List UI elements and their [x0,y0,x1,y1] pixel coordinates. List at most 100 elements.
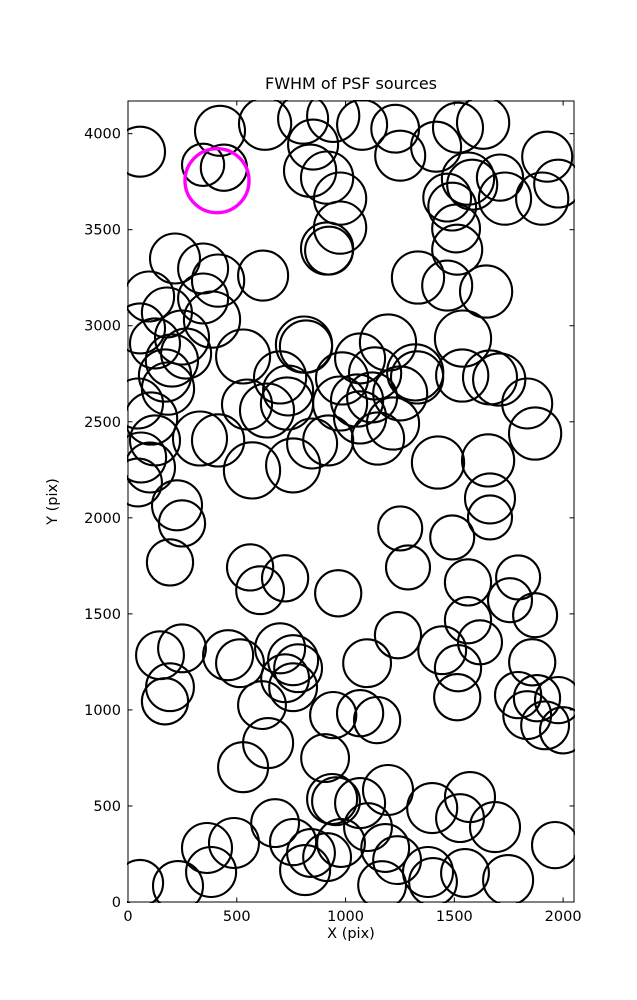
psf-source-circle [309,690,358,740]
psf-source-circle [268,662,319,713]
x-axis-label: X (pix) [327,926,375,942]
psf-source-circle [508,638,557,687]
psf-source-circle [460,433,516,488]
psf-source-circle [512,592,559,639]
psf-source-circle [502,690,553,741]
psf-source-circle [262,364,315,417]
psf-source-circle [431,203,482,254]
psf-source-circle [377,505,424,552]
highlighted-psf-circle [183,146,251,215]
psf-source-circle [177,272,230,325]
psf-source-circle [252,350,308,405]
psf-source-circle [127,431,168,484]
psf-source-circle [538,706,575,755]
psf-source-circle [302,414,355,467]
psf-source-circle [421,259,474,312]
psf-source-circle [238,382,296,439]
psf-source-circle [350,411,406,466]
plot-title: FWHM of PSF sources [265,74,437,93]
psf-source-circle [300,733,351,784]
psf-source-circle [207,816,261,870]
psf-source-circle [533,158,575,209]
psf-source-circle [408,857,458,903]
psf-source-circle [427,181,478,232]
psf-source-circle [406,782,459,835]
x-tick-label: 2000 [545,909,582,925]
psf-source-circle [501,377,554,430]
psf-source-circle [431,101,485,154]
psf-source-circle [254,622,307,675]
psf-source-circle [433,673,482,722]
axes-spines [127,100,575,903]
psf-source-circle [440,848,490,898]
psf-source-circle [458,264,514,319]
x-tick-label: 1000 [327,909,364,925]
psf-source-circle [215,328,272,385]
psf-source-circle [311,776,361,827]
psf-source-circle [429,514,476,561]
psf-source-circle [250,798,301,849]
psf-source-circle [127,125,167,178]
psf-source-circle [260,554,310,603]
psf-source-circle [237,680,287,731]
psf-source-circle [127,457,163,508]
psf-source-circle [372,835,423,886]
psf-source-circle [180,142,226,187]
psf-source-circle [153,309,211,366]
psf-source-circle [193,104,247,157]
x-tick-label: 1500 [436,909,473,925]
axes-layer: 0 500 1000 1500 2000 0 500 1000 1500 2000 2500 3000… [84,100,582,925]
psf-source-circle [482,854,535,903]
psf-source-circle [202,629,255,682]
psf-source-circle [360,823,411,873]
psf-source-circle [343,802,393,853]
psf-source-circle [127,391,179,446]
psf-source-circle [299,150,355,205]
psf-source-circle [512,674,562,723]
psf-source-circle [433,644,483,693]
psf-source-circle [235,565,286,616]
psf-source-circle [422,172,473,223]
y-tick-label: 500 [93,799,121,815]
psf-source-circle [312,375,369,432]
psf-source-circle [372,365,429,422]
psf-source-circle [468,801,522,854]
psf-source-circle [347,346,403,401]
psf-source-circle [306,100,361,143]
x-tick-label: 0 [123,909,132,925]
psf-source-circle [279,844,332,897]
psf-source-circle [329,373,385,428]
psf-source-circle [334,332,387,385]
psf-source-circle [384,544,432,591]
psf-source-circle [389,350,445,405]
psf-source-circle [533,675,575,725]
psf-source-circle [357,860,408,903]
psf-source-circle [150,479,204,532]
psf-source-circle [304,225,354,276]
psf-source-circle [374,129,427,182]
psf-circles-layer [127,100,575,903]
psf-source-circle [352,695,402,745]
psf-source-circle [222,441,282,500]
psf-source-circle [127,377,165,430]
y-tick-label: 2000 [84,511,121,527]
psf-source-circle [520,700,571,751]
psf-source-circle [148,232,202,285]
psf-source-circle [127,441,177,494]
psf-source-circle [237,249,290,302]
psf-source-circle [495,554,542,601]
psf-source-circle [127,302,167,355]
psf-source-circle [160,327,213,380]
psf-source-circle [140,361,196,416]
psf-source-circle [410,435,466,490]
psf-source-circle [373,611,423,660]
psf-source-circle [171,410,229,467]
psf-source-circle [286,417,339,470]
psf-source-circle [302,832,353,883]
y-tick-label: 3000 [84,319,121,335]
psf-source-circle [127,858,165,903]
psf-source-circle [277,100,330,145]
psf-source-circle [417,625,468,676]
psf-source-circle [157,623,207,674]
